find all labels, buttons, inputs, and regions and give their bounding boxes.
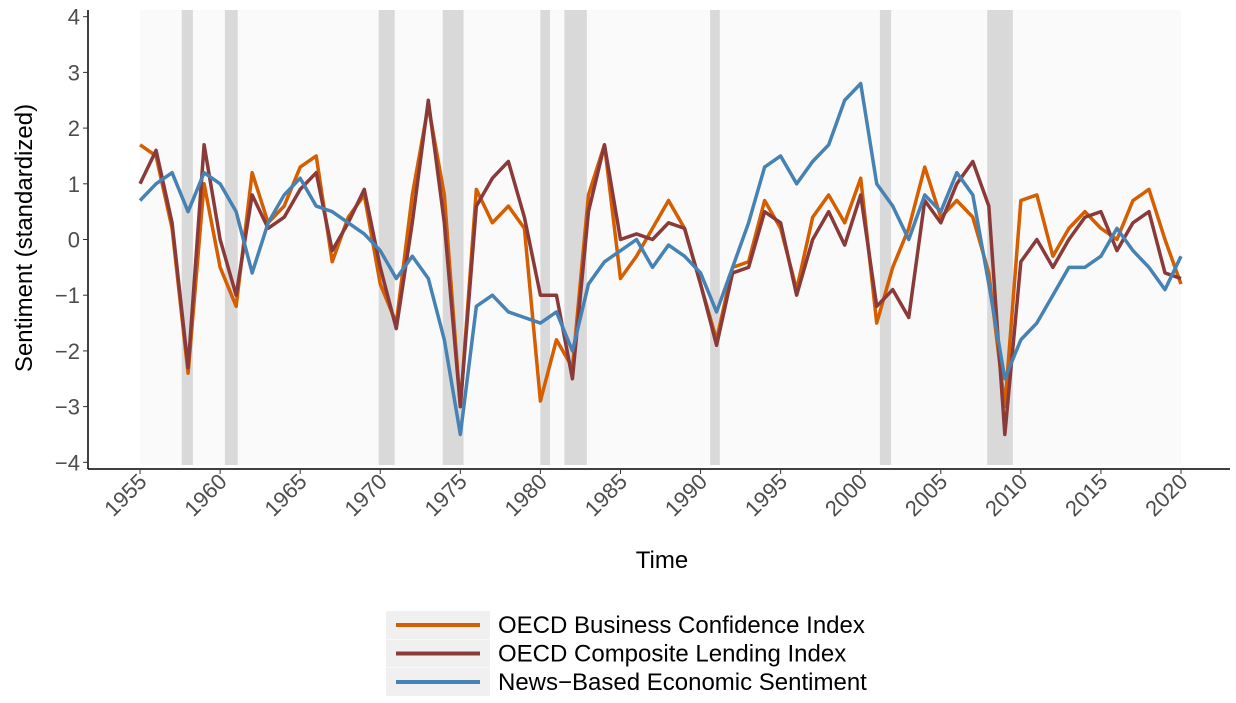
x-tick-label: 1995 xyxy=(740,469,792,521)
recession-band xyxy=(181,10,193,465)
recession-band xyxy=(564,10,587,465)
recession-band xyxy=(540,10,551,465)
x-tick-label: 1955 xyxy=(99,469,151,521)
data-span xyxy=(140,10,1181,465)
x-tick-label: 2015 xyxy=(1060,469,1112,521)
x-tick-label: 1960 xyxy=(179,469,231,521)
x-tick-label: 1985 xyxy=(580,469,632,521)
x-tick-label: 2005 xyxy=(900,469,952,521)
legend-label: News−Based Economic Sentiment xyxy=(498,669,867,696)
y-tick-label: −1 xyxy=(55,283,80,308)
y-tick-label: 4 xyxy=(68,5,80,30)
y-tick-label: 3 xyxy=(68,60,80,85)
recession-band xyxy=(879,10,892,465)
x-tick-label: 2010 xyxy=(980,469,1032,521)
y-tick-label: 2 xyxy=(68,116,80,141)
legend-label: OECD Business Confidence Index xyxy=(498,612,865,639)
x-tick-label: 1975 xyxy=(420,469,472,521)
series-line xyxy=(138,81,1183,437)
recession-band xyxy=(224,10,238,465)
x-tick-label: 1970 xyxy=(340,469,392,521)
x-tick-label: 2020 xyxy=(1140,469,1192,521)
series-line xyxy=(138,98,1182,437)
x-tick-label: 1980 xyxy=(500,469,552,521)
recession-band xyxy=(710,10,720,465)
y-tick-label: 0 xyxy=(68,228,80,253)
y-tick-label: −3 xyxy=(55,395,80,420)
x-axis-title: Time xyxy=(636,547,688,574)
y-tick-label: −2 xyxy=(55,339,80,364)
x-tick-label: 1990 xyxy=(660,469,712,521)
x-tick-label: 1965 xyxy=(259,469,311,521)
y-tick-label: −4 xyxy=(55,450,80,475)
legend-label: OECD Composite Lending Index xyxy=(498,641,846,668)
y-axis-title: Sentiment (standardized) xyxy=(11,104,38,372)
recession-band xyxy=(378,10,395,465)
y-tick-label: 1 xyxy=(68,172,80,197)
x-tick-label: 2000 xyxy=(820,469,872,521)
